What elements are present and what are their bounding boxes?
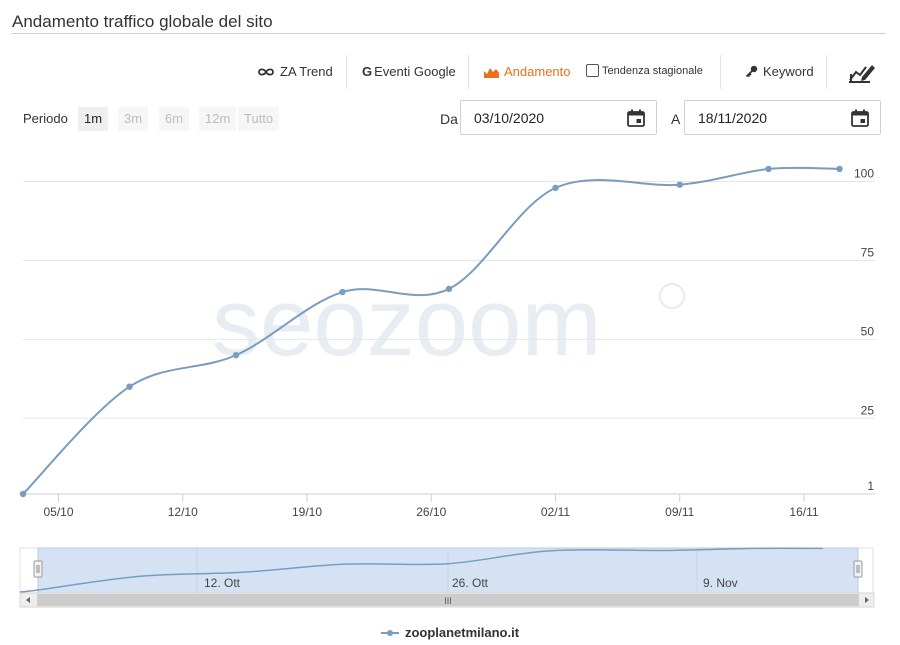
x-tick-label: 02/11	[541, 505, 570, 519]
za-trend-button[interactable]: ZA Trend	[257, 64, 333, 79]
y-tick-label: 75	[861, 245, 875, 259]
toolbar-separator	[826, 55, 827, 89]
to-date-input[interactable]: 18/11/2020	[684, 100, 881, 135]
page-title: Andamento traffico globale del sito	[12, 12, 273, 31]
annotate-button[interactable]	[848, 60, 876, 84]
period-1m-button[interactable]: 1m	[78, 107, 109, 131]
scroll-left-icon[interactable]	[26, 597, 30, 603]
data-point[interactable]	[836, 165, 843, 173]
data-point[interactable]	[232, 351, 240, 359]
watermark: seozoom	[212, 269, 602, 376]
scrollbar-grip: III	[444, 596, 452, 606]
eventi-google-button[interactable]: G Eventi Google	[362, 64, 456, 79]
title-divider	[12, 33, 886, 34]
tendenza-checkbox[interactable]: Tendenza stagionale	[586, 64, 703, 77]
za-trend-label: ZA Trend	[280, 64, 333, 79]
area-chart-icon	[484, 67, 499, 78]
period-6m-button[interactable]: 6m	[159, 107, 190, 131]
navigator-frame	[19, 547, 874, 594]
period-12m-button[interactable]: 12m	[199, 107, 237, 131]
tendenza-label: Tendenza stagionale	[602, 64, 703, 77]
calendar-icon[interactable]	[627, 109, 645, 127]
y-tick-label: 25	[861, 403, 875, 417]
y-tick-label: 100	[854, 167, 874, 181]
scroll-right-icon[interactable]	[865, 597, 869, 603]
andamento-label: Andamento	[504, 64, 571, 79]
key-icon	[745, 65, 758, 78]
navigator-label: 9. Nov	[703, 576, 738, 590]
from-date-value: 03/10/2020	[474, 110, 545, 126]
x-tick-label: 19/10	[292, 505, 322, 519]
x-tick-label: 09/11	[665, 505, 694, 519]
x-tick-label: 26/10	[416, 505, 446, 519]
x-tick-label: 12/10	[168, 505, 198, 519]
navigator-label: 26. Ott	[452, 576, 489, 590]
from-date-input[interactable]: 03/10/2020	[460, 100, 657, 135]
scrollbar-thumb[interactable]	[37, 594, 859, 606]
toolbar-separator	[468, 55, 469, 89]
from-date-label: Da	[440, 111, 458, 127]
data-point[interactable]	[126, 383, 133, 390]
navigator-handle[interactable]	[853, 560, 863, 578]
to-date-label: A	[671, 111, 681, 127]
navigator-selection[interactable]	[37, 547, 859, 594]
toolbar: ZA Trend G Eventi Google Andamento Tende…	[0, 52, 900, 92]
legend[interactable]: zooplanetmilano.it	[0, 625, 900, 640]
x-tick-label: 16/11	[789, 505, 818, 519]
period-3m-button[interactable]: 3m	[118, 107, 149, 131]
data-point[interactable]	[339, 288, 346, 296]
data-point[interactable]	[552, 184, 559, 192]
navigator-line	[19, 547, 823, 593]
data-point[interactable]	[765, 165, 772, 173]
scrollbar-track[interactable]	[19, 592, 875, 608]
registered-icon	[659, 283, 685, 309]
eventi-google-label: Eventi Google	[374, 64, 456, 79]
y-tick-label: 50	[861, 324, 875, 338]
navigator-handle[interactable]	[33, 560, 43, 578]
edit-chart-icon	[849, 65, 875, 83]
infinity-icon	[258, 67, 274, 76]
legend-marker	[380, 629, 399, 636]
period-label: Periodo	[23, 111, 68, 126]
series-line	[22, 166, 840, 495]
toolbar-separator	[720, 55, 721, 89]
toolbar-separator	[346, 55, 347, 89]
data-point[interactable]	[445, 285, 453, 293]
google-icon: G	[362, 64, 373, 79]
y-tick-label: 1	[867, 479, 874, 493]
keyword-button[interactable]: Keyword	[745, 64, 814, 79]
checkbox-icon	[586, 64, 599, 77]
to-date-value: 18/11/2020	[698, 110, 768, 126]
data-point[interactable]	[676, 181, 683, 188]
legend-series-name: zooplanetmilano.it	[404, 625, 520, 640]
andamento-button[interactable]: Andamento	[484, 64, 571, 79]
keyword-label: Keyword	[763, 64, 814, 79]
period-tutto-button[interactable]: Tutto	[238, 107, 280, 131]
x-tick-label: 05/10	[43, 505, 73, 519]
calendar-icon[interactable]	[851, 109, 869, 127]
navigator-label: 12. Ott	[204, 576, 241, 590]
data-point[interactable]	[19, 490, 27, 498]
